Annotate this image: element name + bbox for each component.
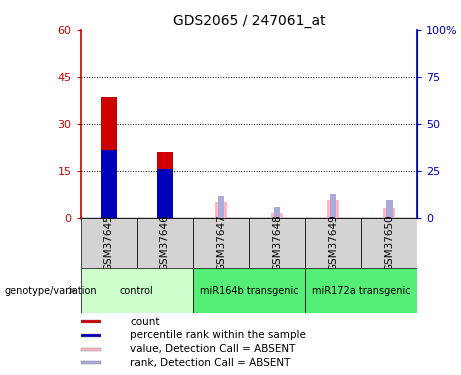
Bar (81, 268, 193, 313)
Bar (305, 268, 417, 313)
Bar (361, 217, 417, 268)
Text: GSM37650: GSM37650 (384, 214, 394, 271)
Bar (386, 200, 392, 217)
Bar (193, 268, 305, 313)
Bar (81, 361, 101, 364)
Bar (249, 217, 305, 268)
Text: value, Detection Call = ABSENT: value, Detection Call = ABSENT (130, 344, 296, 354)
Bar (81, 320, 101, 323)
Text: control: control (120, 286, 154, 296)
Text: count: count (130, 317, 160, 327)
Bar (305, 217, 361, 268)
Text: miR164b transgenic: miR164b transgenic (200, 286, 298, 296)
Bar (101, 97, 117, 218)
Bar (81, 217, 137, 268)
Text: miR172a transgenic: miR172a transgenic (312, 286, 410, 296)
Text: GSM37647: GSM37647 (216, 214, 226, 271)
Bar (215, 202, 227, 217)
Bar (157, 169, 173, 217)
Text: percentile rank within the sample: percentile rank within the sample (130, 330, 307, 340)
Bar (101, 150, 117, 217)
Bar (157, 152, 173, 217)
Bar (271, 213, 283, 217)
Bar (330, 194, 337, 217)
Title: GDS2065 / 247061_at: GDS2065 / 247061_at (172, 13, 325, 28)
Bar (81, 348, 101, 351)
Text: GSM37648: GSM37648 (272, 214, 282, 271)
Bar (383, 208, 396, 218)
Text: GSM37649: GSM37649 (328, 214, 338, 271)
Bar (327, 200, 339, 217)
Bar (274, 207, 280, 218)
Text: GSM37645: GSM37645 (104, 214, 114, 271)
Text: rank, Detection Call = ABSENT: rank, Detection Call = ABSENT (130, 358, 291, 368)
Bar (81, 334, 101, 337)
Bar (218, 196, 224, 217)
Text: GSM37646: GSM37646 (160, 214, 170, 271)
Bar (137, 217, 193, 268)
Text: genotype/variation: genotype/variation (5, 286, 97, 296)
Bar (193, 217, 249, 268)
